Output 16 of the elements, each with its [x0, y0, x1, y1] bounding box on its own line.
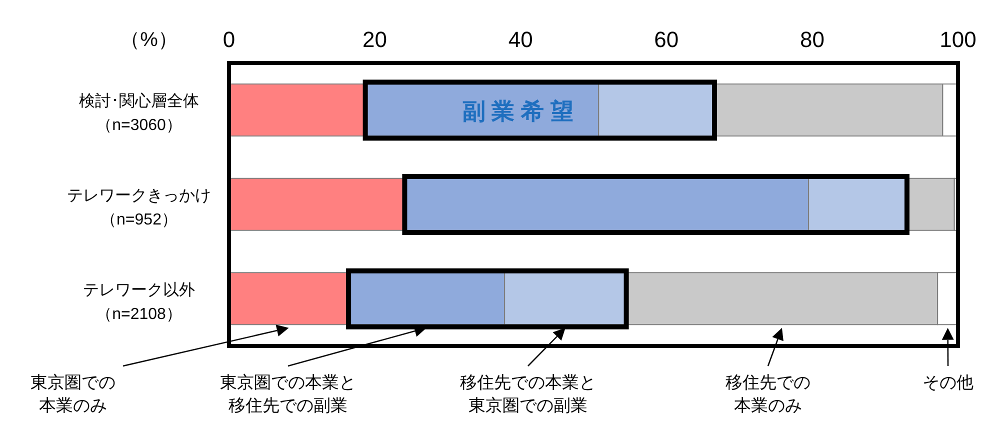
text: 移住先での本業と東京圏での副業 [460, 373, 596, 415]
text: その他 [922, 373, 974, 392]
x-tick-label: 100 [940, 27, 976, 52]
text: 東京圏での本業のみ [30, 373, 116, 415]
text: 移住先での本業のみ [726, 373, 810, 415]
x-axis-title: （%） [120, 29, 178, 51]
y-tick-label: 検討･関心層全体（n=3060） [79, 92, 199, 134]
text: 東京圏での本業と移住先での副業 [220, 373, 356, 415]
x-tick-label: 40 [508, 27, 533, 52]
y-tick-label: テレワークきっかけ（n=952） [67, 188, 211, 228]
annotation: 副 業 希 望 [462, 98, 574, 124]
y-tick-label: テレワーク以外（n=2108） [83, 280, 195, 323]
x-tick-label: 80 [800, 27, 824, 52]
x-tick-label: 60 [654, 27, 679, 52]
x-tick-label: 20 [362, 27, 388, 52]
x-tick-label: 0 [222, 27, 236, 52]
